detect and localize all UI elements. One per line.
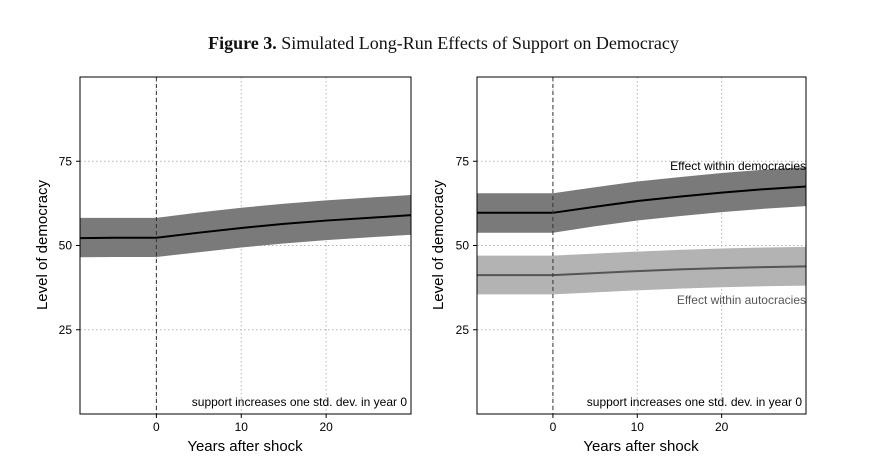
y-tick-label: 25 [59,323,73,337]
x-tick-label: 10 [631,420,645,434]
figure-caption: Simulated Long-Run Effects of Support on… [281,33,679,53]
x-tick-label: 0 [153,420,160,434]
x-tick-label: 20 [319,420,333,434]
figure-title: Figure 3. Simulated Long-Run Effects of … [0,33,887,54]
x-axis-label: Years after shock [187,438,303,455]
series-line-1 [477,185,807,214]
chart-panel-1: 0 10 20 25 50 75 Years after shock Level of dem… [34,76,412,455]
y-tick-label: 75 [59,154,73,168]
chart-panel-2: 0 10 20 25 50 75 Years after shock Level of dem… [430,76,807,455]
series-label-2: Effect within autocracies [677,293,806,307]
confidence-band-1 [80,194,411,258]
y-tick-label: 25 [456,323,470,337]
shock-annotation: support increases one std. dev. in year … [587,395,803,409]
series-line-2 [477,265,807,277]
y-tick-label: 75 [456,154,470,168]
x-tick-label: 0 [550,420,557,434]
x-tick-label: 20 [715,420,729,434]
y-tick-label: 50 [59,239,73,253]
series-label-1: Effect within democracies [670,159,806,173]
series-line-1 [79,214,412,240]
x-tick-label: 10 [235,420,249,434]
y-tick-label: 50 [456,239,470,253]
shock-annotation: support increases one std. dev. in year … [192,395,408,409]
x-axis-label: Years after shock [583,438,699,455]
y-axis-label: Level of democracy [34,179,51,310]
y-axis-label: Level of democracy [430,179,447,310]
figure-number: Figure 3. [208,33,277,53]
